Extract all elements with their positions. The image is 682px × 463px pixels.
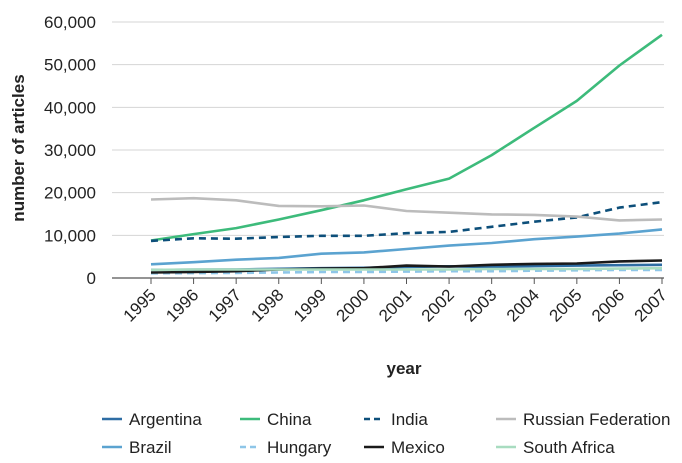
x-tick-label: 2007	[631, 285, 671, 325]
series-line-russian-federation	[150, 196, 663, 222]
x-tick-label: 1995	[120, 285, 160, 325]
legend-label-mexico: Mexico	[391, 438, 445, 457]
x-tick-label: 2004	[503, 285, 543, 325]
legend-label-russian-federation: Russian Federation	[523, 410, 670, 429]
legend-label-brazil: Brazil	[129, 438, 172, 457]
legend-label-china: China	[267, 410, 312, 429]
y-tick-label: 20,000	[44, 184, 96, 203]
y-tick-label: 60,000	[44, 13, 96, 32]
series-layer	[150, 33, 663, 275]
x-tick-label: 2002	[418, 285, 458, 325]
legend-label-india: India	[391, 410, 428, 429]
y-tick-label: 0	[87, 269, 96, 288]
x-tick-label: 1998	[247, 285, 287, 325]
series-line-brazil	[150, 228, 663, 266]
legend-label-south-africa: South Africa	[523, 438, 615, 457]
legend-label-argentina: Argentina	[129, 410, 202, 429]
legend-label-hungary: Hungary	[267, 438, 332, 457]
x-axis-title: year	[387, 359, 422, 378]
x-tick-label: 2006	[588, 285, 628, 325]
x-tick-label: 1999	[290, 285, 330, 325]
y-tick-label: 40,000	[44, 98, 96, 117]
series-line-china	[150, 33, 663, 242]
x-tick-label: 1997	[205, 285, 245, 325]
x-tick-label: 1996	[162, 285, 202, 325]
grid-layer	[112, 21, 664, 236]
x-tick-label: 2003	[460, 285, 500, 325]
x-tick-label: 2005	[545, 285, 585, 325]
y-tick-label: 50,000	[44, 56, 96, 75]
axis-layer: 0 10,000 20,000 30,000 40,000 50,000 60,000 199…	[44, 13, 671, 326]
series-line-mexico	[150, 259, 663, 274]
y-axis-title: number of articles	[9, 74, 28, 221]
y-tick-label: 10,000	[44, 226, 96, 245]
label-layer: number of articles year	[9, 74, 422, 378]
y-tick-label: 30,000	[44, 141, 96, 160]
series-line-south-africa	[150, 266, 663, 272]
x-tick-label: 2001	[375, 285, 415, 325]
x-tick-label: 2000	[333, 285, 373, 325]
legend: Argentina China India Russian Federation Bra…	[102, 410, 670, 457]
